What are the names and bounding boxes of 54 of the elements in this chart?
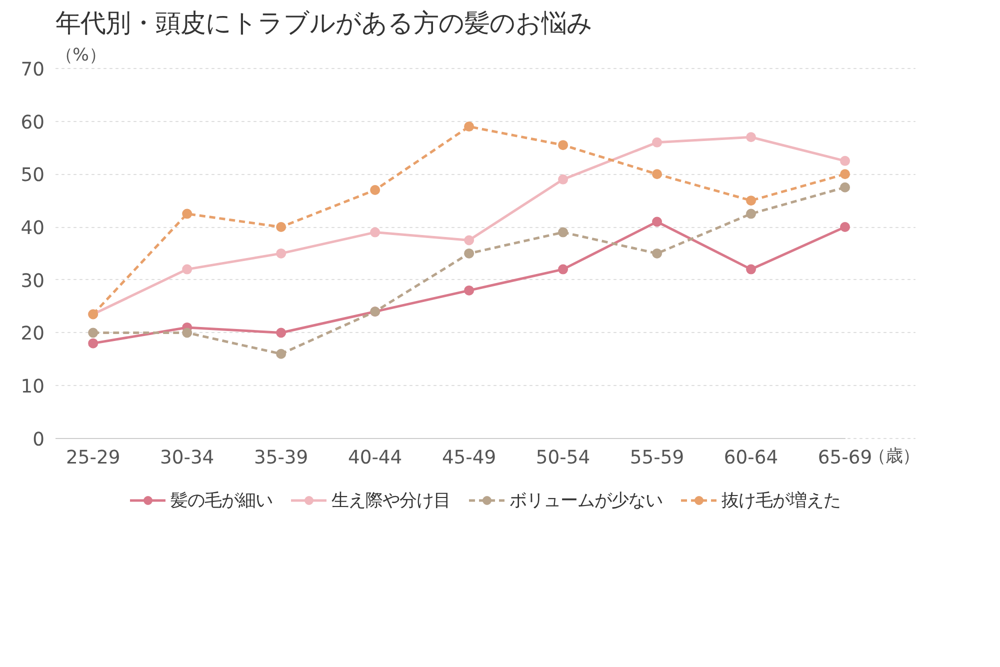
y-tick-label: 60: [20, 112, 45, 134]
y-tick-label: 50: [20, 165, 45, 186]
point: [370, 185, 380, 195]
point: [652, 248, 662, 258]
point: [276, 328, 286, 338]
point: [746, 264, 756, 274]
point: [746, 196, 756, 206]
chart-title: 年代別・頭皮にトラブルがある方の髪のお悩み: [56, 8, 592, 38]
x-tick-label: 45-49: [442, 447, 496, 468]
point: [558, 174, 568, 184]
x-tick-label: 60-64: [724, 447, 778, 468]
point: [652, 216, 662, 227]
y-tick-label: 40: [20, 218, 45, 240]
y-axis-title: （%）: [56, 45, 106, 66]
legend-label: 髪の毛が細い: [170, 490, 272, 512]
point: [182, 208, 192, 219]
point: [558, 227, 568, 238]
point: [464, 235, 474, 246]
point: [276, 222, 286, 232]
legend-label: 抜け毛が増えた: [722, 490, 840, 512]
point: [464, 248, 474, 258]
legend-label: ボリュームが少ない: [510, 490, 662, 512]
legend-label: 生え際や分け目: [332, 490, 450, 512]
point: [464, 285, 474, 296]
y-tick-label: 30: [20, 270, 45, 292]
x-tick-label: 50-54: [536, 447, 590, 468]
point: [88, 338, 98, 348]
y-tick-label: 70: [20, 59, 45, 80]
x-tick-label: 40-44: [348, 447, 402, 468]
x-tick-label: 35-39: [254, 447, 308, 468]
point: [746, 132, 756, 142]
point: [276, 348, 286, 359]
point: [276, 248, 286, 258]
y-tick-label: 0: [32, 429, 45, 450]
point: [88, 328, 98, 338]
point: [182, 328, 192, 338]
y-tick-label: 20: [20, 324, 45, 345]
x-tick-label: 65-69: [818, 447, 872, 468]
x-tick-label: 55-59: [630, 447, 684, 468]
point: [182, 264, 192, 274]
point: [558, 140, 568, 150]
point: [840, 182, 850, 192]
point: [370, 227, 380, 238]
x-tick-label: 30-34: [160, 447, 214, 468]
point: [652, 169, 662, 180]
x-tick-label: 25-29: [66, 447, 120, 468]
point: [840, 156, 850, 166]
point: [746, 208, 756, 219]
point: [464, 122, 474, 132]
point: [652, 137, 662, 148]
y-tick-label: 10: [20, 376, 45, 398]
point: [558, 264, 568, 274]
point: [840, 222, 850, 232]
point: [840, 169, 850, 180]
